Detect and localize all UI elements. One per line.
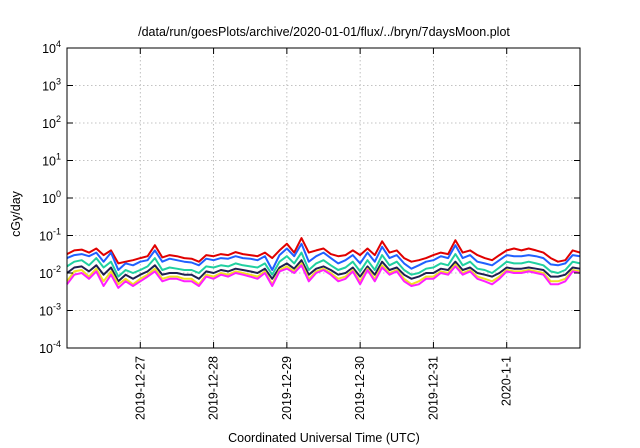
y-tick-label: 101 bbox=[42, 152, 61, 169]
y-tick-exponent: -3 bbox=[53, 302, 61, 312]
y-axis-label: cGy/day bbox=[9, 190, 23, 237]
y-tick-label: 100 bbox=[42, 189, 61, 206]
y-tick-label: 10-3 bbox=[39, 302, 61, 319]
y-tick-exponent: 0 bbox=[56, 189, 61, 199]
grid bbox=[67, 48, 580, 348]
x-tick-label: 2019-12-30 bbox=[353, 356, 367, 420]
y-tick-base: 10 bbox=[42, 42, 56, 56]
y-tick-exponent: 2 bbox=[56, 114, 61, 124]
y-tick-label: 10-4 bbox=[39, 339, 61, 356]
y-tick-base: 10 bbox=[39, 342, 53, 356]
y-tick-exponent: -1 bbox=[53, 227, 61, 237]
series-lines bbox=[66, 237, 581, 289]
series-line-3 bbox=[66, 251, 581, 278]
y-tick-base: 10 bbox=[42, 80, 56, 94]
series-line-6 bbox=[66, 264, 581, 289]
y-tick-exponent: 4 bbox=[56, 39, 61, 49]
y-tick-label: 10-1 bbox=[39, 227, 61, 244]
y-tick-base: 10 bbox=[39, 230, 53, 244]
y-tick-base: 10 bbox=[42, 117, 56, 131]
y-tick-exponent: -4 bbox=[53, 339, 61, 349]
y-tick-label: 10-2 bbox=[39, 264, 61, 281]
y-tick-label: 104 bbox=[42, 39, 61, 56]
y-tick-exponent: -2 bbox=[53, 264, 61, 274]
y-tick-exponent: 3 bbox=[56, 77, 61, 87]
series-line-5 bbox=[66, 262, 581, 286]
series-line-2 bbox=[66, 242, 581, 271]
series-line-1 bbox=[66, 237, 581, 265]
x-tick-label: 2019-12-27 bbox=[133, 356, 147, 420]
y-tick-base: 10 bbox=[42, 192, 56, 206]
y-tick-base: 10 bbox=[42, 155, 56, 169]
x-axis-label: Coordinated Universal Time (UTC) bbox=[228, 431, 420, 445]
y-tick-exponent: 1 bbox=[56, 152, 61, 162]
x-tick-label: 2019-12-28 bbox=[207, 356, 221, 420]
y-tick-label: 103 bbox=[42, 77, 61, 94]
x-tick-label: 2020-1-1 bbox=[500, 356, 514, 406]
series-line-4 bbox=[66, 259, 581, 283]
x-axis-ticks: 2019-12-27 2019-12-28 2019-12-29 2019-12-30… bbox=[133, 48, 514, 420]
y-tick-base: 10 bbox=[39, 305, 53, 319]
x-tick-label: 2019-12-31 bbox=[426, 356, 440, 420]
y-tick-base: 10 bbox=[39, 267, 53, 281]
chart-title: /data/run/goesPlots/archive/2020-01-01/f… bbox=[138, 25, 510, 39]
y-tick-label: 102 bbox=[42, 114, 61, 131]
x-tick-label: 2019-12-29 bbox=[280, 356, 294, 420]
